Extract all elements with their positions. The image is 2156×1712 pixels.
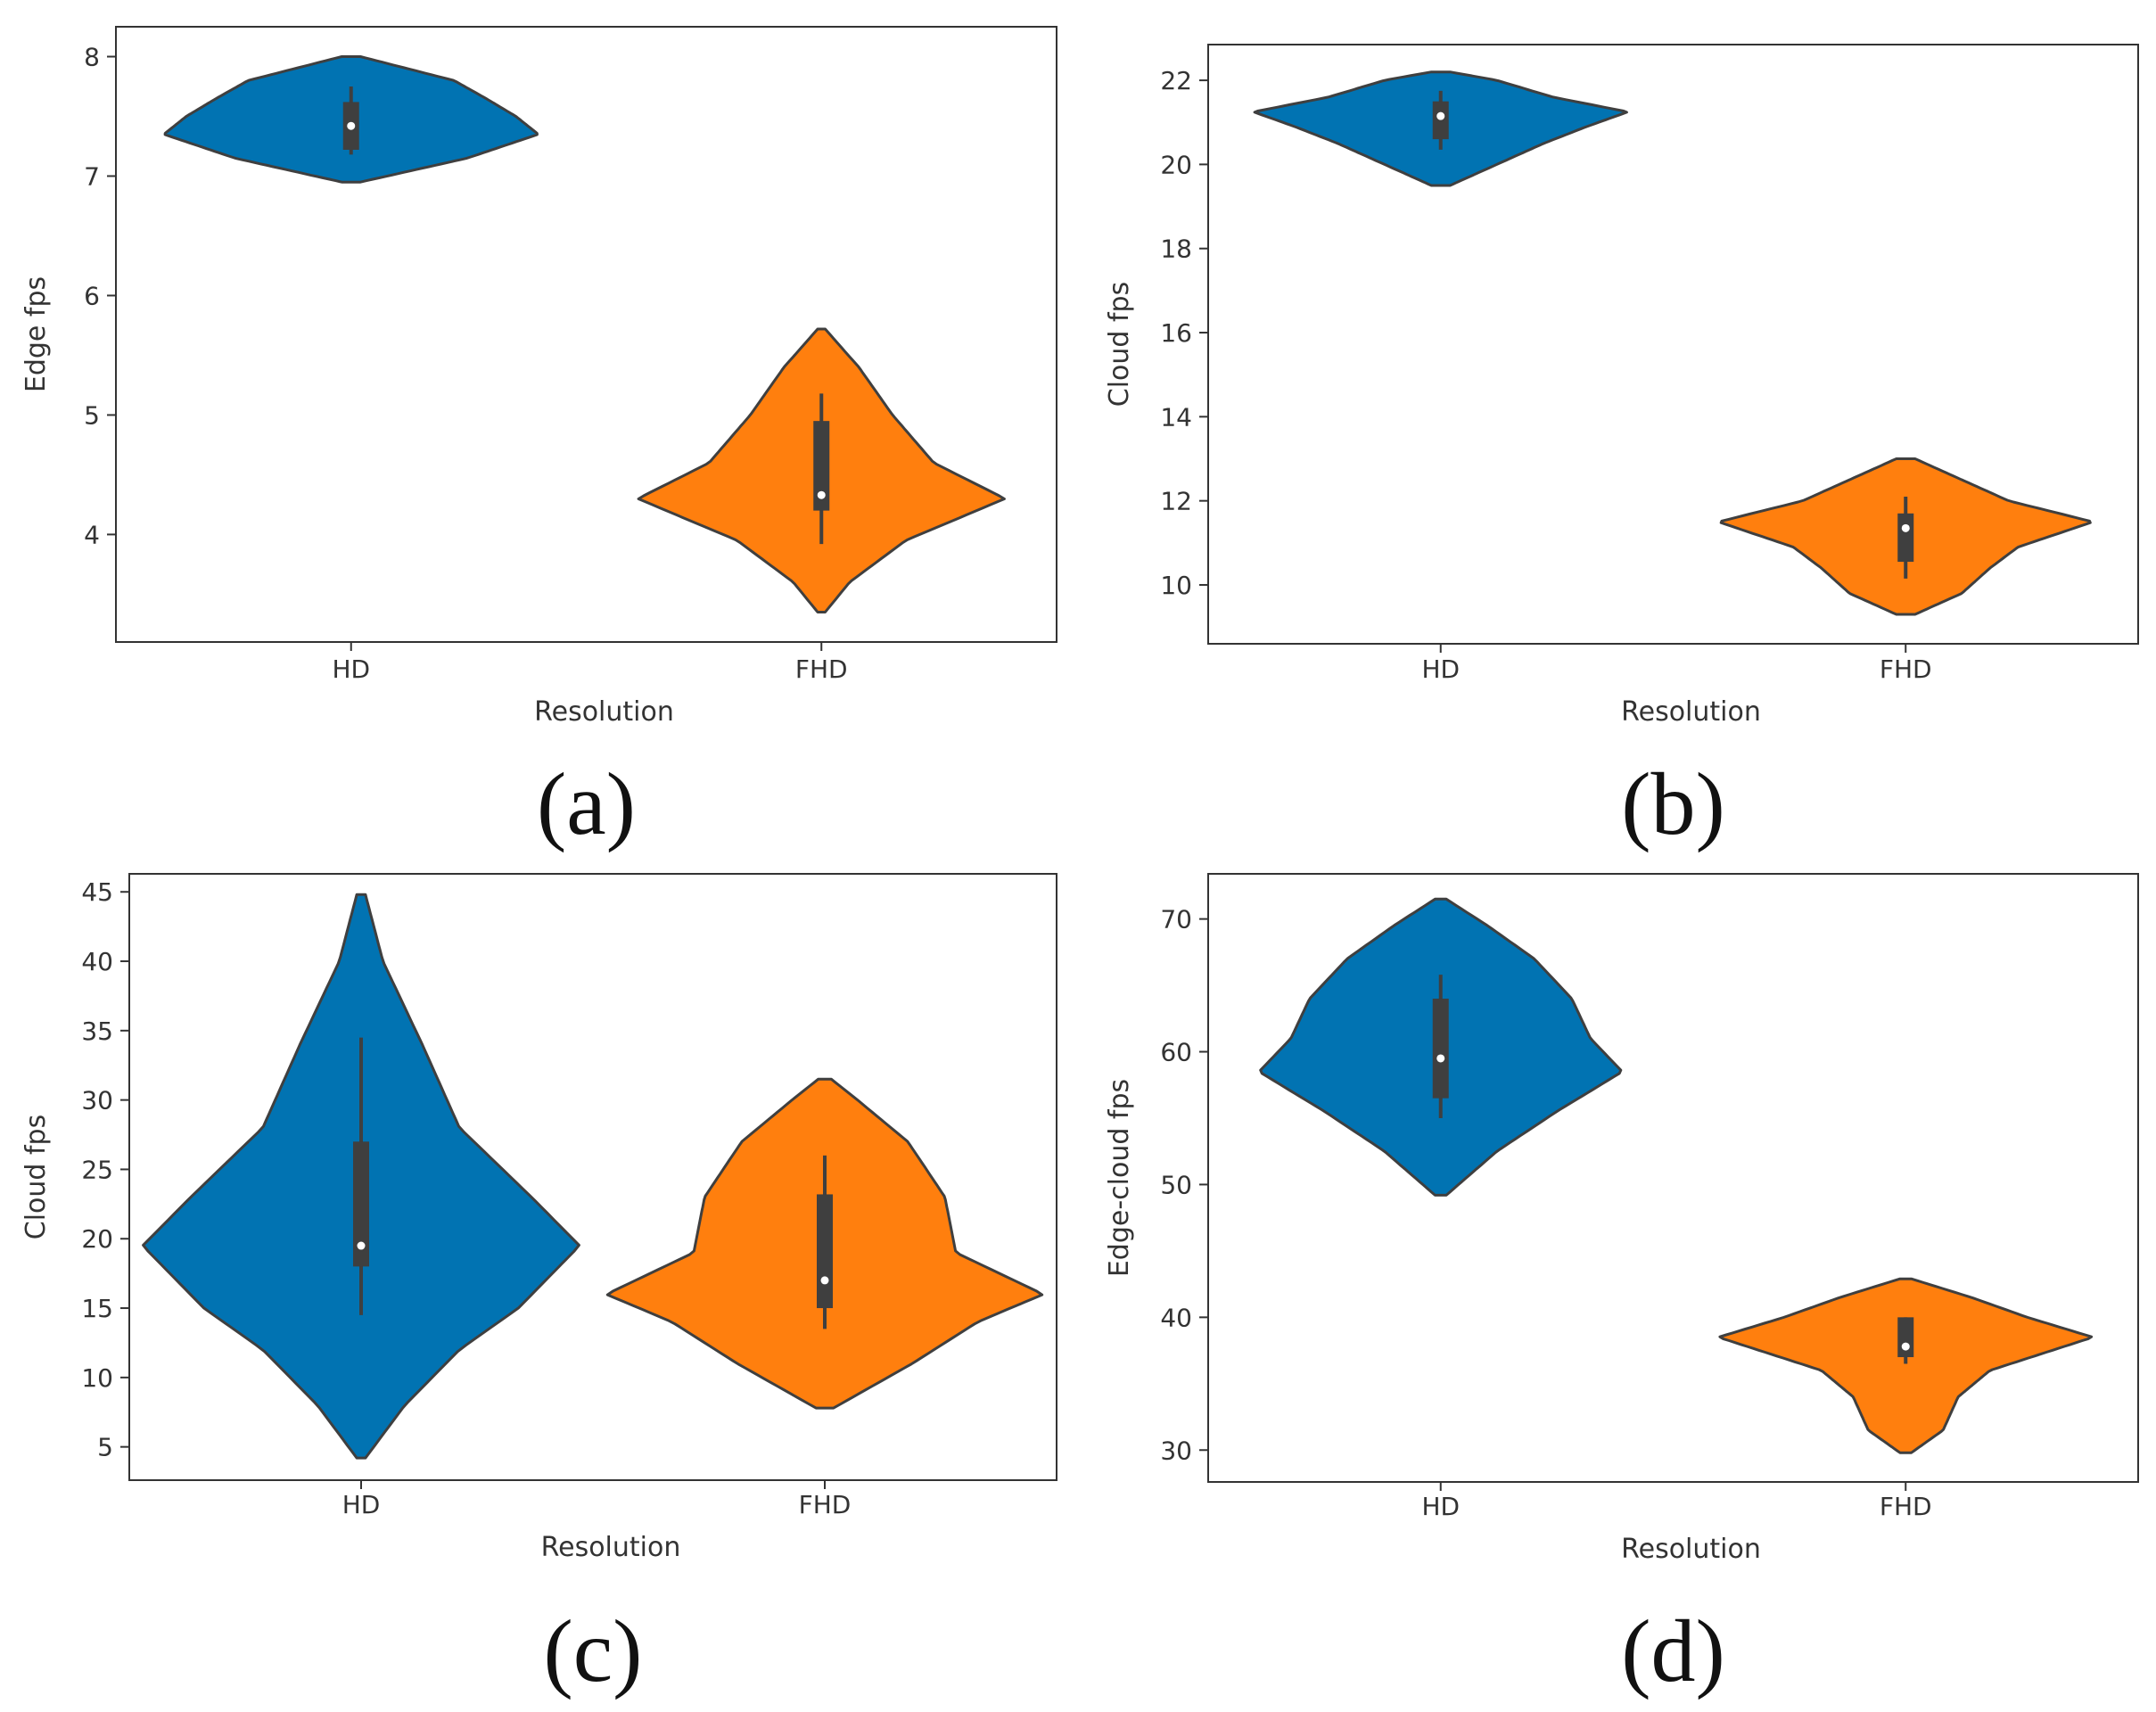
y-tick-label: 20 bbox=[81, 1224, 113, 1254]
median-dot-fhd bbox=[820, 1276, 829, 1285]
chart-panel-3: 30 40 50 60 70 HD FHD Resolution Edge-cloud fps (… bbox=[1104, 873, 2139, 1700]
y-tick-label: 10 bbox=[81, 1363, 113, 1393]
iqr-box-hd bbox=[1432, 101, 1449, 140]
y-tick-label: 7 bbox=[84, 161, 100, 191]
plot-frame bbox=[1207, 44, 2139, 645]
x-tick-label: HD bbox=[332, 654, 370, 684]
y-tick-label: 5 bbox=[97, 1433, 113, 1462]
y-tick-label: 10 bbox=[1160, 571, 1192, 600]
y-axis-label: Cloud fps bbox=[1104, 282, 1135, 407]
iqr-box-fhd bbox=[817, 1194, 833, 1309]
y-axis-label: Cloud fps bbox=[21, 1115, 52, 1239]
y-tick-label: 60 bbox=[1160, 1038, 1192, 1067]
y-tick-label: 30 bbox=[81, 1086, 113, 1115]
panel-caption: (c) bbox=[544, 1601, 643, 1700]
x-axis-label: Resolution bbox=[534, 696, 674, 728]
plot-frame bbox=[128, 873, 1057, 1481]
x-tick-label: HD bbox=[1421, 654, 1460, 684]
y-tick-label: 16 bbox=[1160, 318, 1192, 348]
x-axis-label: Resolution bbox=[541, 1532, 681, 1563]
x-axis-label: Resolution bbox=[1621, 696, 1761, 728]
median-dot-hd bbox=[1436, 111, 1445, 120]
y-tick-label: 6 bbox=[84, 281, 100, 310]
x-tick-label: FHD bbox=[799, 1490, 852, 1519]
y-tick-label: 25 bbox=[81, 1155, 113, 1184]
median-dot-hd bbox=[1436, 1054, 1445, 1063]
iqr-box-fhd bbox=[1897, 513, 1914, 563]
x-axis-label: Resolution bbox=[1621, 1534, 1761, 1565]
y-tick-label: 40 bbox=[81, 947, 113, 976]
plot-frame bbox=[1207, 873, 2139, 1483]
y-tick-label: 5 bbox=[84, 400, 100, 430]
x-tick-label: HD bbox=[342, 1490, 381, 1519]
y-tick-label: 50 bbox=[1160, 1170, 1192, 1199]
y-tick-label: 14 bbox=[1160, 402, 1192, 432]
violin-fhd bbox=[1718, 1277, 2094, 1454]
iqr-box-fhd bbox=[1897, 1317, 1914, 1358]
iqr-box-hd bbox=[353, 1141, 369, 1267]
median-dot-fhd bbox=[1901, 523, 1910, 532]
y-tick-label: 45 bbox=[81, 877, 113, 907]
median-dot-fhd bbox=[1901, 1342, 1910, 1351]
y-tick-label: 35 bbox=[81, 1017, 113, 1046]
chart-panel-1: 10 12 14 16 18 20 22 HD FHD Resolution Cloud fps (b… bbox=[1104, 44, 2139, 853]
panel-caption: (a) bbox=[537, 754, 636, 853]
panel-caption: (d) bbox=[1621, 1601, 1725, 1700]
y-tick-label: 70 bbox=[1160, 905, 1192, 934]
x-tick-label: FHD bbox=[795, 654, 848, 684]
x-tick-label: FHD bbox=[1880, 654, 1932, 684]
panel-caption: (b) bbox=[1621, 754, 1725, 853]
y-tick-label: 30 bbox=[1160, 1436, 1192, 1465]
y-tick-label: 18 bbox=[1160, 235, 1192, 264]
median-dot-hd bbox=[347, 121, 356, 130]
y-tick-label: 40 bbox=[1160, 1303, 1192, 1332]
y-tick-label: 20 bbox=[1160, 150, 1192, 179]
y-tick-label: 15 bbox=[81, 1294, 113, 1323]
chart-panel-0: 4 5 6 7 8 HD FHD Resolution Edge fps (a) bbox=[21, 26, 1057, 853]
y-axis-label: Edge-cloud fps bbox=[1104, 1079, 1135, 1277]
iqr-box-hd bbox=[1432, 998, 1449, 1099]
x-tick-label: HD bbox=[1421, 1492, 1460, 1521]
iqr-box-fhd bbox=[813, 421, 830, 511]
chart-panel-2: 5 10 15 20 25 30 35 40 45 HD FHD Resolution Cloud fp… bbox=[21, 873, 1057, 1700]
median-dot-hd bbox=[357, 1241, 366, 1250]
y-tick-label: 22 bbox=[1160, 66, 1192, 95]
y-tick-label: 4 bbox=[84, 520, 100, 549]
y-tick-label: 8 bbox=[84, 42, 100, 71]
x-tick-label: FHD bbox=[1880, 1492, 1932, 1521]
y-tick-label: 12 bbox=[1160, 487, 1192, 516]
median-dot-fhd bbox=[817, 490, 826, 499]
plot-frame bbox=[115, 26, 1057, 643]
y-axis-label: Edge fps bbox=[21, 276, 52, 392]
